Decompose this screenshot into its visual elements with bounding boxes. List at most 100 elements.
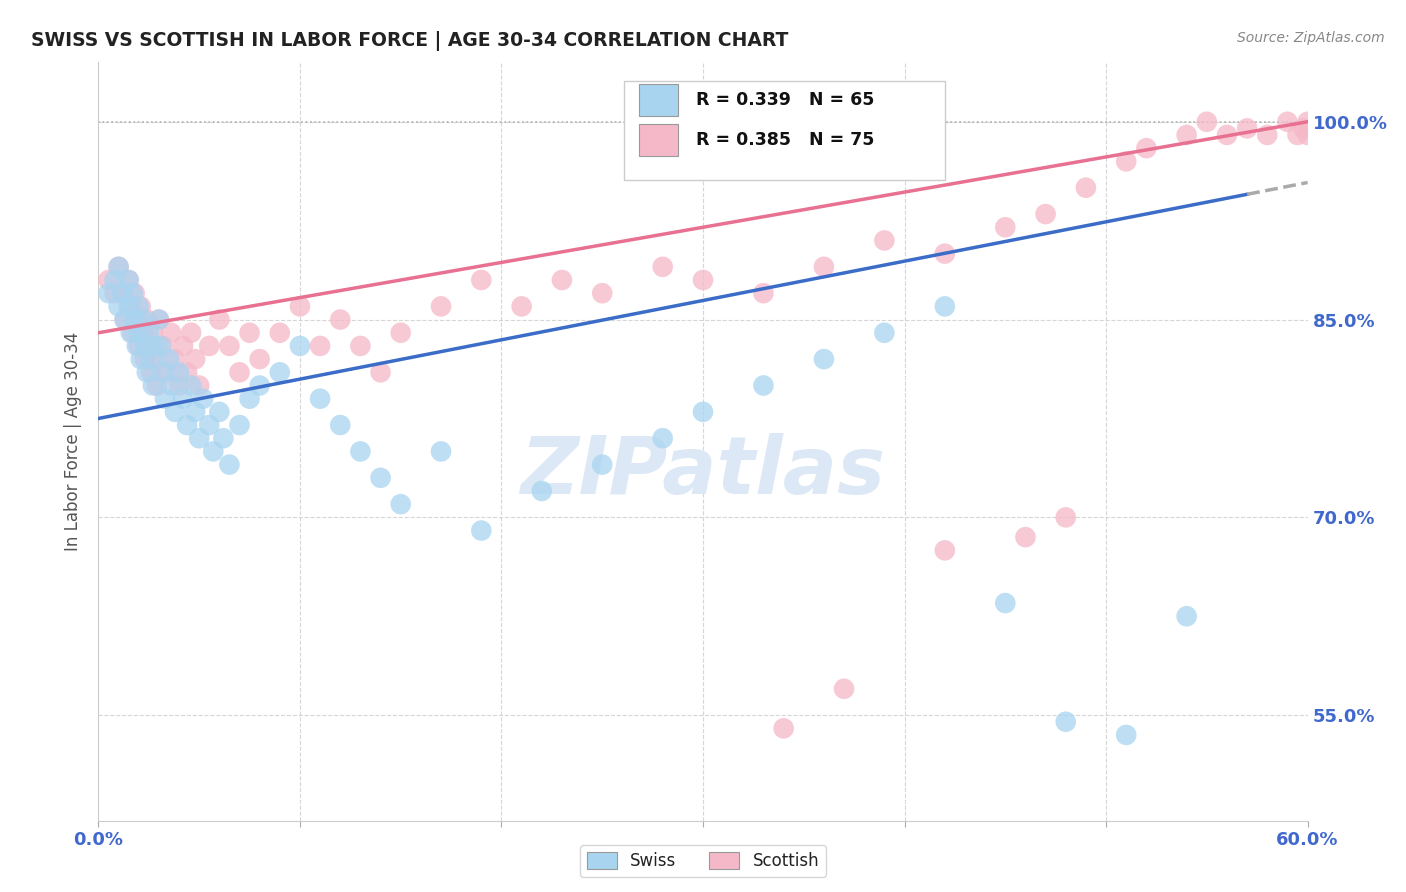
- Point: [329, 418, 352, 433]
- Point: [349, 444, 371, 458]
- Point: [1035, 207, 1057, 221]
- Point: [180, 326, 202, 340]
- Point: [1135, 141, 1157, 155]
- Point: [132, 312, 155, 326]
- Point: [167, 365, 190, 379]
- FancyBboxPatch shape: [638, 84, 678, 116]
- Point: [1277, 115, 1299, 129]
- Point: [157, 352, 180, 367]
- Point: [125, 312, 148, 326]
- Point: [188, 431, 211, 445]
- Point: [103, 286, 125, 301]
- Point: [176, 418, 198, 433]
- Legend: Swiss, Scottish: Swiss, Scottish: [579, 846, 827, 877]
- Point: [143, 352, 166, 367]
- Point: [163, 352, 186, 367]
- Point: [249, 352, 271, 367]
- Point: [132, 326, 155, 340]
- Point: [139, 352, 162, 367]
- Point: [239, 326, 262, 340]
- Point: [163, 405, 186, 419]
- Point: [134, 339, 156, 353]
- Point: [138, 326, 160, 340]
- Point: [114, 312, 136, 326]
- Point: [370, 365, 392, 379]
- Point: [111, 286, 134, 301]
- Point: [172, 339, 194, 353]
- Point: [813, 260, 835, 274]
- Point: [269, 326, 291, 340]
- Point: [239, 392, 262, 406]
- Point: [128, 326, 150, 340]
- Point: [651, 260, 673, 274]
- Point: [120, 299, 142, 313]
- Point: [1014, 530, 1036, 544]
- Point: [873, 234, 896, 248]
- Text: ZIPatlas: ZIPatlas: [520, 433, 886, 511]
- Point: [1296, 128, 1319, 142]
- Point: [1286, 128, 1309, 142]
- Point: [772, 722, 794, 736]
- Point: [591, 286, 613, 301]
- Point: [1054, 714, 1077, 729]
- Y-axis label: In Labor Force | Age 30-34: In Labor Force | Age 30-34: [65, 332, 83, 551]
- Text: SWISS VS SCOTTISH IN LABOR FORCE | AGE 30-34 CORRELATION CHART: SWISS VS SCOTTISH IN LABOR FORCE | AGE 3…: [31, 31, 789, 51]
- Point: [1074, 180, 1097, 194]
- Point: [1236, 121, 1258, 136]
- Point: [1195, 115, 1218, 129]
- Point: [288, 339, 311, 353]
- Point: [118, 299, 141, 313]
- Point: [176, 365, 198, 379]
- Point: [118, 273, 141, 287]
- Point: [1292, 121, 1315, 136]
- Point: [832, 681, 855, 696]
- Point: [389, 497, 412, 511]
- Point: [149, 339, 172, 353]
- Point: [430, 444, 453, 458]
- Point: [873, 326, 896, 340]
- Point: [249, 378, 271, 392]
- Point: [121, 326, 143, 340]
- Point: [129, 352, 152, 367]
- Point: [470, 524, 492, 538]
- FancyBboxPatch shape: [638, 124, 678, 156]
- Point: [208, 312, 231, 326]
- Point: [184, 352, 207, 367]
- Point: [172, 392, 194, 406]
- Point: [152, 339, 174, 353]
- Point: [752, 378, 775, 392]
- Point: [934, 246, 956, 260]
- Point: [692, 405, 714, 419]
- Point: [107, 260, 129, 274]
- Point: [309, 339, 332, 353]
- Point: [156, 365, 179, 379]
- Point: [370, 471, 392, 485]
- Point: [198, 418, 221, 433]
- Point: [1054, 510, 1077, 524]
- Point: [153, 392, 176, 406]
- Point: [208, 405, 231, 419]
- Point: [288, 299, 311, 313]
- Point: [692, 273, 714, 287]
- Point: [218, 458, 240, 472]
- Point: [138, 339, 160, 353]
- Point: [269, 365, 291, 379]
- Point: [813, 352, 835, 367]
- Text: R = 0.385   N = 75: R = 0.385 N = 75: [696, 131, 875, 149]
- Point: [309, 392, 332, 406]
- Point: [934, 299, 956, 313]
- Point: [107, 260, 129, 274]
- Point: [125, 339, 148, 353]
- Point: [202, 444, 225, 458]
- Point: [218, 339, 240, 353]
- Point: [152, 365, 174, 379]
- Point: [128, 339, 150, 353]
- Point: [994, 596, 1017, 610]
- Point: [551, 273, 574, 287]
- Point: [135, 312, 157, 326]
- Point: [120, 326, 142, 340]
- Point: [135, 365, 157, 379]
- Point: [1175, 609, 1198, 624]
- Point: [148, 312, 170, 326]
- Point: [103, 273, 125, 287]
